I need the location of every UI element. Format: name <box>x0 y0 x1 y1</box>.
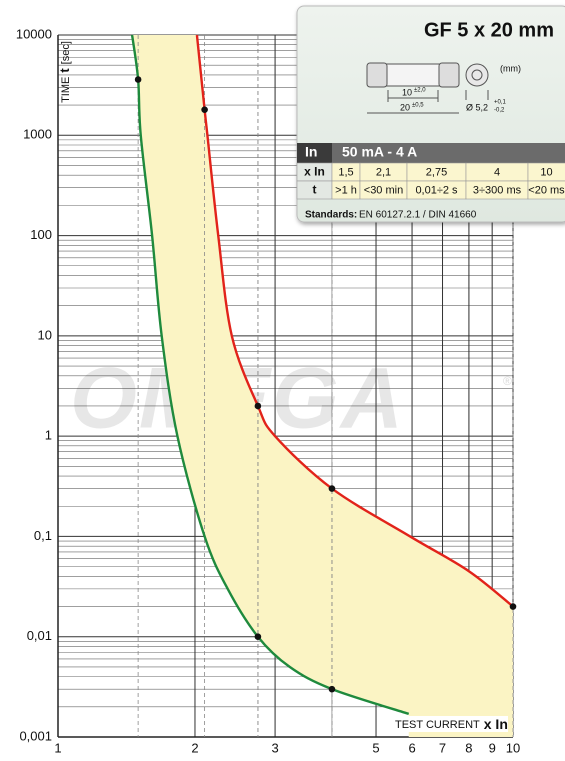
spec-table: In 50 mA - 4 A x In 1,5 2,1 2,75 4 10 t >1 h <30 m… <box>296 143 565 200</box>
table-row-key: x In <box>304 165 325 179</box>
x-tick-label: 9 <box>489 740 496 755</box>
dim-length: 20 <box>400 102 410 112</box>
point <box>254 633 262 641</box>
x-tick-label: 6 <box>408 740 415 755</box>
spec-panel: GF 5 x 20 mm (mm) 10 ±2,0 20 ±0,5 Ø 5,2 … <box>296 5 565 223</box>
x-label-text: TEST CURRENT <box>395 719 480 731</box>
table-cell-bg <box>527 180 565 200</box>
x-tick-label: 3 <box>271 740 278 755</box>
table-cell: <20 ms <box>528 184 565 196</box>
y-tick-label: 10000 <box>16 26 52 41</box>
table-cell: <30 min <box>364 184 403 196</box>
x-axis-label: TEST CURRENT x In <box>395 716 508 732</box>
point <box>201 106 208 113</box>
dim-inner: 10 <box>402 87 412 97</box>
standards-label: Standards: <box>305 210 357 221</box>
y-label-text: TIME <box>60 77 72 103</box>
table-cell: 1,5 <box>338 166 353 178</box>
y-label-var: t <box>57 68 72 73</box>
table-cell: 2,1 <box>376 166 391 178</box>
point <box>509 603 517 610</box>
curve <box>130 34 410 716</box>
curve <box>195 34 514 608</box>
dim-tol-plus: +0,1 <box>494 100 507 106</box>
y-tick-label: 0,01 <box>27 628 52 643</box>
y-label-unit: [sec] <box>60 41 72 64</box>
y-tick-label: 0,1 <box>34 528 52 543</box>
table-cell: 4 <box>494 166 500 178</box>
x-label-bg <box>392 716 508 732</box>
table-cell: 3÷300 ms <box>473 184 522 196</box>
y-axis-label: TIME t [sec] <box>57 41 72 103</box>
dim-tol-minus: -0,2 <box>494 108 505 114</box>
table-cell: >1 h <box>335 184 357 196</box>
x-tick-label: 1 <box>54 740 61 755</box>
x-tick-label: 7 <box>439 740 446 755</box>
dim-unit: (mm) <box>500 63 521 73</box>
y-tick-label: 0,001 <box>19 728 52 743</box>
y-tick-label: 10 <box>38 327 52 342</box>
point <box>328 685 336 693</box>
watermark-mark: ® <box>503 374 512 388</box>
x-tick-label: 8 <box>465 740 472 755</box>
x-tick-label: 5 <box>372 740 379 755</box>
table-header: 50 mA - 4 A <box>342 144 417 160</box>
x-label-var: x In <box>484 716 508 732</box>
table-header-bg <box>297 143 565 163</box>
y-tick-label: 100 <box>30 227 52 242</box>
x-tick-label: 2 <box>191 740 198 755</box>
point <box>134 76 142 83</box>
dim-length-tol: ±0,5 <box>412 103 424 109</box>
point <box>328 485 336 492</box>
y-tick-label: 1 <box>45 428 52 443</box>
table-cell: 10 <box>540 166 552 178</box>
table-header: In <box>305 144 317 160</box>
standards: EN 60127.2.1 / DIN 41660 <box>359 210 477 221</box>
table-cell: 0,01÷2 s <box>415 184 458 196</box>
dim-diameter: Ø 5,2 <box>466 102 488 112</box>
point <box>254 402 262 410</box>
x-tick-label: 10 <box>506 740 520 755</box>
table-header-key <box>297 143 332 163</box>
panel-title: GF 5 x 20 mm <box>424 19 554 41</box>
band-fill <box>132 35 513 737</box>
dim-inner-tol: ±2,0 <box>414 88 426 94</box>
table-row-key: t <box>313 183 317 197</box>
table-cell: 2,75 <box>426 166 447 178</box>
fuse-drawing <box>366 62 489 114</box>
y-tick-label: 1000 <box>23 127 52 142</box>
